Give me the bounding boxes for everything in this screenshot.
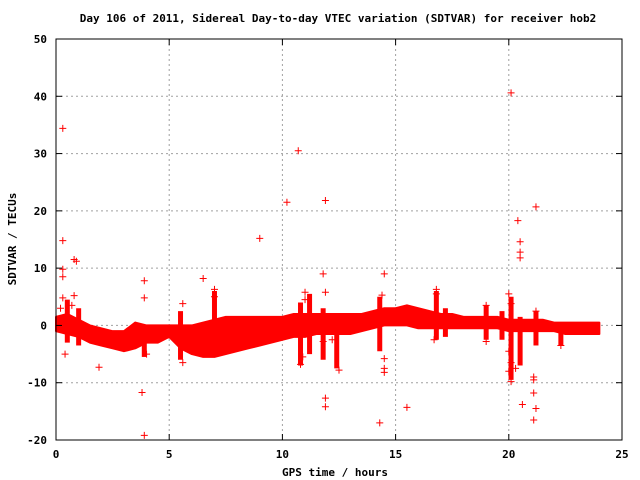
data-point [380,355,388,363]
y-tick-label: 30 [34,148,47,161]
data-point [140,431,148,439]
data-point [319,270,327,278]
plot-border [55,38,623,441]
data-point [301,296,309,304]
data-point [297,360,305,368]
data-point [321,197,329,205]
data-point [507,378,515,386]
data-point [516,238,524,246]
y-tick-label: -10 [27,377,47,390]
data-point [530,376,538,384]
data-point [507,89,515,97]
data-point [299,353,307,361]
data-point [57,304,65,312]
data-point [68,301,76,309]
y-tick-label: 50 [34,33,47,46]
data-point [321,288,329,296]
y-tick-label: 0 [40,319,47,332]
data-point [321,394,329,402]
data-point [507,359,515,367]
data-point [210,285,218,293]
data-point [482,301,490,309]
chart-title: Day 106 of 2011, Sidereal Day-to-day VTE… [80,12,597,25]
x-tick-label: 20 [502,448,515,461]
data-point [59,237,67,245]
data-point [432,290,440,298]
data-point [430,336,438,344]
data-point [138,388,146,396]
data-point [59,124,67,132]
data-point [143,350,151,358]
data-point [294,147,302,155]
y-tick-label: 40 [34,90,47,103]
data-point [376,419,384,427]
data-point [518,400,526,408]
data-point [256,234,264,242]
x-tick-label: 10 [276,448,289,461]
data-point [557,341,565,349]
data-point [505,367,513,375]
data-point [335,366,343,374]
data-point [70,292,78,300]
data-point [505,290,513,298]
data-point [301,288,309,296]
axis-ticks: 0 5 10 15 20 25 -20 -10 0 10 20 30 40 50 [27,33,629,461]
data-point [380,270,388,278]
data-band [55,304,601,358]
data-point [505,347,513,355]
y-tick-label: 10 [34,262,47,275]
data-point [59,273,67,281]
data-point [532,404,540,412]
data-point [516,254,524,262]
data-point [532,203,540,211]
data-point [507,300,515,308]
x-tick-label: 5 [166,448,173,461]
data-point [140,294,148,302]
data-point [380,368,388,376]
data-point [378,291,386,299]
data-point [210,293,218,301]
y-axis-label: SDTVAR / TECUs [6,193,19,286]
data-point [179,300,187,308]
data-point [319,337,327,345]
data-point [530,416,538,424]
x-tick-label: 25 [615,448,628,461]
data-point [328,336,336,344]
data-point [321,403,329,411]
y-tick-label: 20 [34,205,47,218]
y-tick-label: -20 [27,434,47,447]
data-point [514,217,522,225]
data-point [59,294,67,302]
data-point [530,389,538,397]
x-axis-label: GPS time / hours [282,466,388,479]
data-point [95,363,103,371]
data-point [482,337,490,345]
data-point [140,277,148,285]
data-point [61,350,69,358]
data-point [512,364,520,372]
data-point [59,265,67,273]
x-tick-label: 15 [389,448,402,461]
data-point [532,307,540,315]
plot-area [55,89,601,439]
x-tick-label: 0 [53,448,60,461]
data-point [72,257,80,265]
data-point [283,198,291,206]
data-point [179,359,187,367]
data-point [403,403,411,411]
data-point [199,274,207,282]
